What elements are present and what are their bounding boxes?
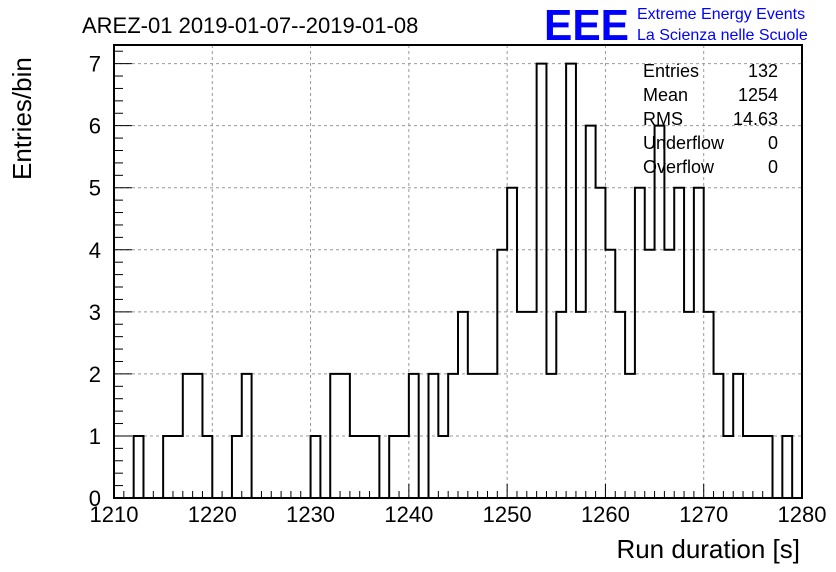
stats-box: Entries 132 Mean 1254 RMS 14.63 Underflow 0 Over… — [643, 61, 778, 177]
axis-ticks — [113, 50, 803, 499]
stat-label: Overflow — [643, 157, 715, 177]
y-tick-label: 0 — [89, 486, 101, 511]
y-tick-label: 3 — [89, 300, 101, 325]
eee-logo: EEE Extreme Energy Events La Scienza nel… — [544, 1, 808, 50]
x-tick-label: 1220 — [188, 502, 237, 527]
y-tick-label: 6 — [89, 114, 101, 139]
x-axis-title: Run duration [s] — [616, 534, 800, 564]
x-tick-label: 1210 — [90, 502, 139, 527]
y-tick-label: 1 — [89, 424, 101, 449]
chart-title: AREZ-01 2019-01-07--2019-01-08 — [82, 13, 418, 38]
stat-value: 14.63 — [733, 109, 778, 129]
y-axis-title: Entries/bin — [7, 57, 37, 180]
y-tick-label: 5 — [89, 176, 101, 201]
stat-value: 0 — [768, 157, 778, 177]
stat-label: Mean — [643, 85, 688, 105]
stat-label: Underflow — [643, 133, 725, 153]
x-tick-label: 1260 — [581, 502, 630, 527]
x-tick-label: 1240 — [384, 502, 433, 527]
y-tick-label: 4 — [89, 238, 101, 263]
y-tick-label: 2 — [89, 362, 101, 387]
stat-label: Entries — [643, 61, 699, 81]
logo-line-2: La Scienza nelle Scuole — [637, 27, 808, 44]
logo-line-1: Extreme Energy Events — [637, 6, 805, 23]
x-tick-label: 1230 — [286, 502, 335, 527]
x-tick-labels: 1210 1220 1230 1240 1250 1260 1270 1280 — [90, 502, 827, 527]
histogram-outline — [114, 62, 802, 499]
y-tick-labels: 0 1 2 3 4 5 6 7 — [89, 52, 101, 511]
stat-value: 1254 — [738, 85, 778, 105]
stat-value: 132 — [748, 61, 778, 81]
stat-value: 0 — [768, 133, 778, 153]
y-tick-label: 7 — [89, 52, 101, 77]
x-tick-label: 1250 — [483, 502, 532, 527]
x-tick-label: 1270 — [679, 502, 728, 527]
eee-logo-text: EEE — [544, 1, 629, 50]
x-tick-label: 1280 — [778, 502, 827, 527]
stat-label: RMS — [643, 109, 683, 129]
